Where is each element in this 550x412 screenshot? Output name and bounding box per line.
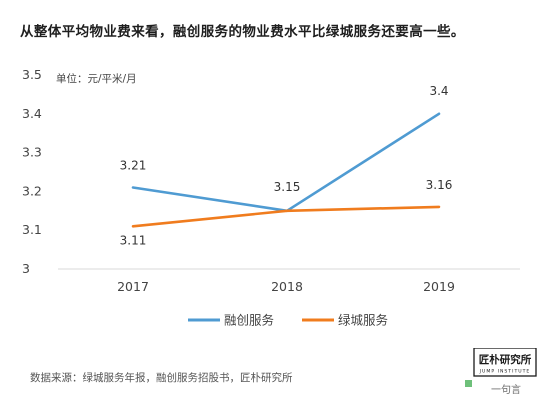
series-line-1 bbox=[131, 112, 441, 213]
data-label: 3.11 bbox=[120, 233, 147, 247]
y-tick-label: 3.4 bbox=[22, 106, 42, 121]
series-line-2 bbox=[131, 205, 441, 228]
logo-name: 匠朴研究所 bbox=[479, 353, 532, 366]
x-tick-label: 2019 bbox=[423, 279, 455, 294]
series-layer bbox=[131, 112, 441, 228]
y-tick-label: 3.1 bbox=[22, 222, 42, 237]
data-labels: 3.21 3.15 3.4 3.11 3.16 bbox=[120, 84, 453, 248]
legend: 融创服务 绿城服务 bbox=[188, 313, 388, 328]
legend-label-2: 绿城服务 bbox=[338, 313, 388, 328]
logo-box bbox=[473, 348, 537, 377]
y-tick-label: 3 bbox=[22, 261, 30, 276]
legend-label-1: 融创服务 bbox=[224, 313, 274, 328]
data-label: 3.15 bbox=[274, 180, 301, 194]
x-tick-label: 2017 bbox=[117, 279, 149, 294]
logo: 匠朴研究所 JUMP INSTITUTE 一句言 bbox=[465, 348, 537, 396]
logo-tagline: 一句言 bbox=[491, 383, 521, 396]
logo-accent bbox=[465, 380, 472, 387]
data-label: 3.4 bbox=[429, 84, 448, 98]
source-note: 数据来源：绿城服务年报，融创服务招股书，匠朴研究所 bbox=[30, 372, 293, 384]
y-tick-label: 3.3 bbox=[22, 145, 42, 160]
y-axis-tick-labels: 3 3.1 3.2 3.3 3.4 3.5 bbox=[22, 67, 42, 276]
y-tick-label: 3.2 bbox=[22, 183, 42, 198]
data-label: 3.21 bbox=[120, 159, 147, 173]
x-tick-label: 2018 bbox=[271, 279, 303, 294]
data-label: 3.16 bbox=[426, 178, 453, 192]
unit-label: 单位：元/平米/月 bbox=[56, 72, 137, 85]
x-axis-tick-labels: 2017 2018 2019 bbox=[117, 279, 455, 294]
logo-sub: JUMP INSTITUTE bbox=[479, 369, 531, 375]
headline: 从整体平均物业费来看，融创服务的物业费水平比绿城服务还要高一些。 bbox=[20, 24, 465, 40]
y-tick-label: 3.5 bbox=[22, 67, 42, 82]
